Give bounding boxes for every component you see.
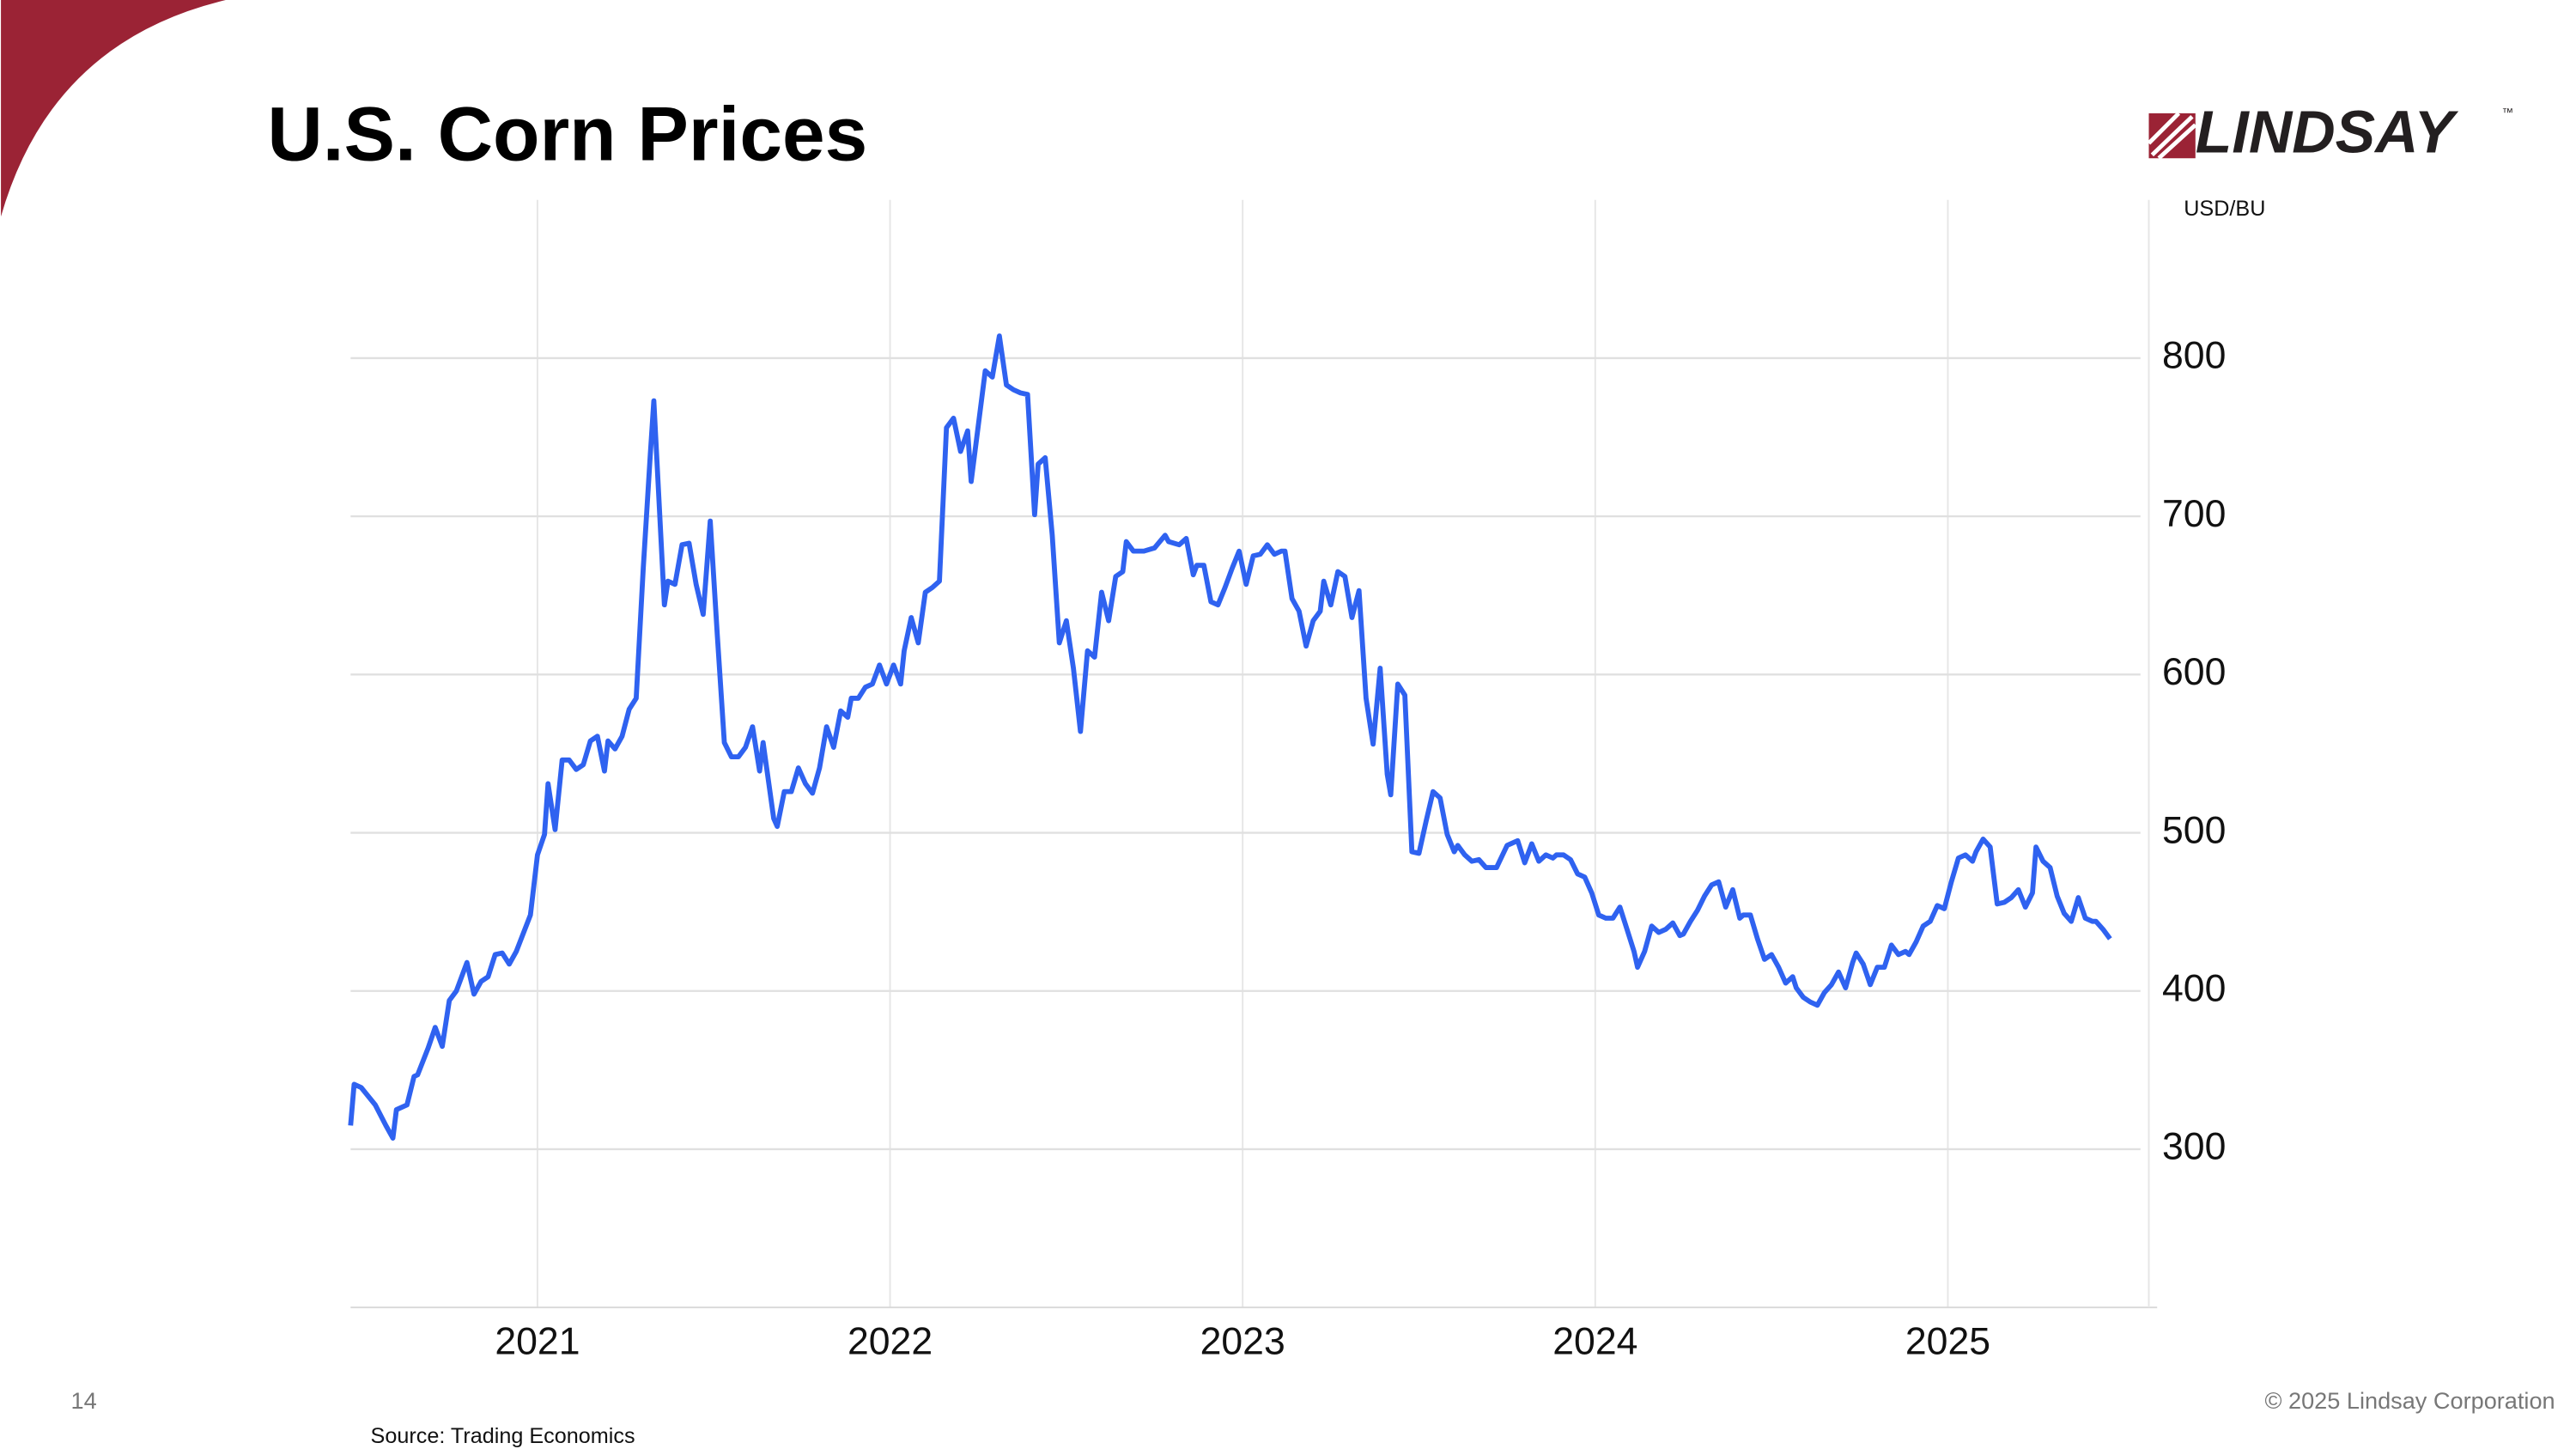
x-tick-label: 2025: [1905, 1321, 1990, 1363]
logo-text: LINDSAY: [2196, 98, 2459, 165]
x-tick-label: 2021: [495, 1321, 580, 1363]
trademark: ™: [2502, 107, 2514, 119]
y-axis-label: USD/BU: [2184, 197, 2265, 221]
x-tick-label: 2024: [1552, 1321, 1637, 1363]
x-tick-label: 2023: [1200, 1321, 1285, 1363]
chart-title: U.S. Corn Prices: [267, 90, 867, 176]
y-tick-label: 800: [2162, 335, 2226, 377]
y-tick-label: 700: [2162, 493, 2226, 535]
x-tick-label: 2022: [848, 1321, 933, 1363]
price-line: [348, 333, 2112, 1141]
y-tick-label: 600: [2162, 651, 2226, 693]
slide-number: 14: [71, 1387, 97, 1414]
source: Source: Trading Economics: [371, 1424, 635, 1448]
copyright: © 2025 Lindsay Corporation: [2264, 1387, 2555, 1414]
logo: LINDSAY ™: [2147, 98, 2514, 165]
plot: 2021 2022 2023 2024 2025 300 400 500 600 700 800: [348, 199, 2226, 1363]
y-tick-label: 400: [2162, 968, 2226, 1010]
logo-stripes: [2147, 112, 2197, 161]
y-tick-label: 500: [2162, 809, 2226, 851]
y-tick-label: 300: [2162, 1126, 2226, 1168]
corner-decoration: [1, 0, 226, 217]
